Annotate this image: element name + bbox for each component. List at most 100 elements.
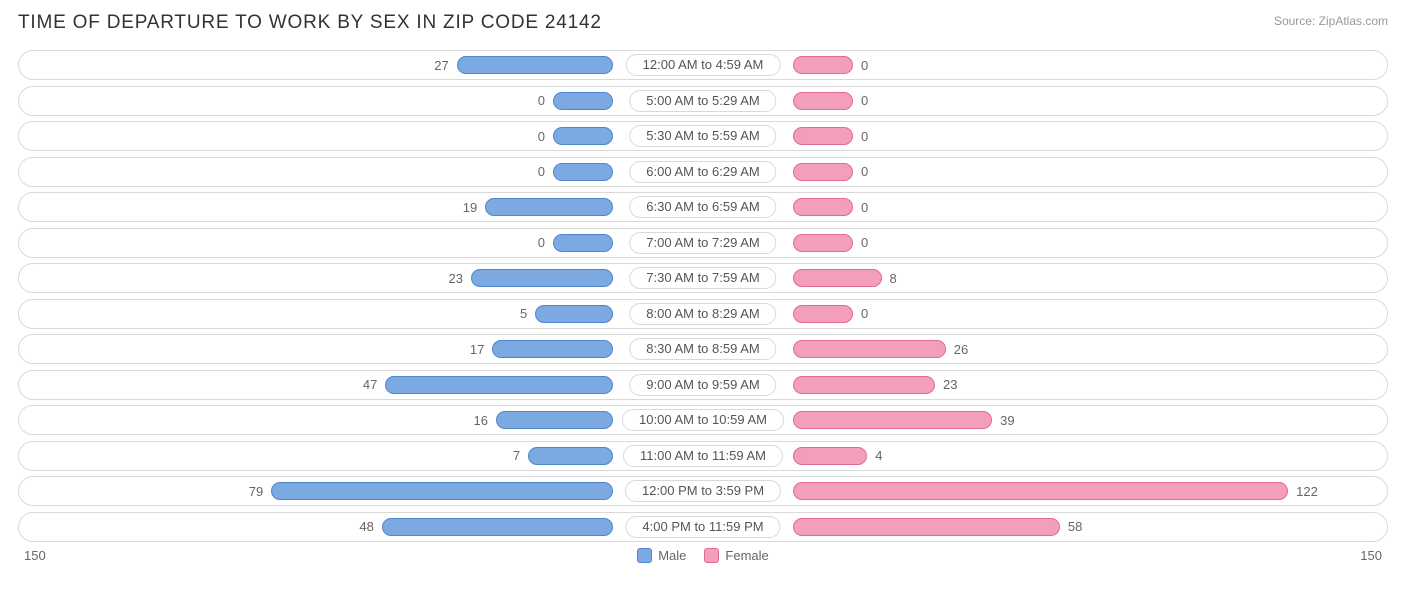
female-bar <box>793 234 853 252</box>
female-half: 122 <box>703 477 1387 505</box>
chart-row: 27 0 12:00 AM to 4:59 AM <box>18 50 1388 80</box>
chart-title: TIME OF DEPARTURE TO WORK BY SEX IN ZIP … <box>18 12 602 34</box>
chart-row: 23 8 7:30 AM to 7:59 AM <box>18 263 1388 293</box>
male-value: 17 <box>462 342 492 357</box>
female-half: 0 <box>703 229 1387 257</box>
diverging-bar-chart: 27012:00 AM to 4:59 AM005:00 AM to 5:29 … <box>18 50 1388 542</box>
chart-row: 16 3910:00 AM to 10:59 AM <box>18 405 1388 435</box>
chart-row: 7411:00 AM to 11:59 AM <box>18 441 1388 471</box>
male-value: 19 <box>455 200 485 215</box>
male-half: 5 <box>19 300 703 328</box>
category-label: 8:30 AM to 8:59 AM <box>629 338 776 360</box>
male-value: 47 <box>355 377 385 392</box>
male-bar <box>382 518 613 536</box>
male-bar <box>528 447 613 465</box>
category-label: 8:00 AM to 8:29 AM <box>629 303 776 325</box>
male-value: 5 <box>512 306 535 321</box>
male-value: 0 <box>530 129 553 144</box>
female-value: 0 <box>853 200 876 215</box>
male-half: 19 <box>19 193 703 221</box>
male-half: 79 <box>19 477 703 505</box>
male-bar <box>553 127 613 145</box>
female-half: 0 <box>703 300 1387 328</box>
chart-row: 0 0 7:00 AM to 7:29 AM <box>18 228 1388 258</box>
chart-header: TIME OF DEPARTURE TO WORK BY SEX IN ZIP … <box>18 12 1388 34</box>
female-bar <box>793 163 853 181</box>
male-bar <box>553 234 613 252</box>
male-value: 23 <box>441 271 471 286</box>
male-bar <box>385 376 613 394</box>
male-bar <box>496 411 613 429</box>
chart-row: 005:30 AM to 5:59 AM <box>18 121 1388 151</box>
male-value: 7 <box>505 448 528 463</box>
male-value: 48 <box>351 519 381 534</box>
male-value: 16 <box>465 413 495 428</box>
male-half: 16 <box>19 406 703 434</box>
male-half: 47 <box>19 371 703 399</box>
male-half: 17 <box>19 335 703 363</box>
female-half: 0 <box>703 87 1387 115</box>
female-half: 39 <box>703 406 1387 434</box>
female-bar <box>793 92 853 110</box>
male-half: 7 <box>19 442 703 470</box>
category-label: 12:00 PM to 3:59 PM <box>625 480 781 502</box>
category-label: 4:00 PM to 11:59 PM <box>625 516 780 538</box>
male-bar <box>471 269 613 287</box>
legend-swatch-female <box>704 548 719 563</box>
female-bar <box>793 447 867 465</box>
male-bar <box>271 482 613 500</box>
male-bar <box>553 92 613 110</box>
chart-row: 5 0 8:00 AM to 8:29 AM <box>18 299 1388 329</box>
category-label: 12:00 AM to 4:59 AM <box>626 54 781 76</box>
female-bar <box>793 56 853 74</box>
category-label: 6:30 AM to 6:59 AM <box>629 196 776 218</box>
male-value: 0 <box>530 93 553 108</box>
male-bar <box>492 340 613 358</box>
male-bar <box>553 163 613 181</box>
female-half: 26 <box>703 335 1387 363</box>
female-bar <box>793 269 882 287</box>
female-value: 4 <box>867 448 890 463</box>
female-value: 0 <box>853 306 876 321</box>
male-half: 27 <box>19 51 703 79</box>
female-bar <box>793 411 992 429</box>
female-value: 122 <box>1288 484 1326 499</box>
chart-row: 79 122 12:00 PM to 3:59 PM <box>18 476 1388 506</box>
female-bar <box>793 305 853 323</box>
legend-male: Male <box>637 548 686 563</box>
female-value: 0 <box>853 93 876 108</box>
chart-footer: 150 Male Female 150 <box>18 548 1388 563</box>
female-half: 0 <box>703 158 1387 186</box>
female-half: 8 <box>703 264 1387 292</box>
male-value: 0 <box>530 235 553 250</box>
female-half: 0 <box>703 193 1387 221</box>
category-label: 6:00 AM to 6:29 AM <box>629 161 776 183</box>
axis-max-right: 150 <box>1360 548 1382 563</box>
female-bar <box>793 198 853 216</box>
male-half: 0 <box>19 158 703 186</box>
legend-label-female: Female <box>725 548 768 563</box>
female-value: 8 <box>882 271 905 286</box>
chart-row: 005:00 AM to 5:29 AM <box>18 86 1388 116</box>
category-label: 10:00 AM to 10:59 AM <box>622 409 784 431</box>
female-half: 4 <box>703 442 1387 470</box>
female-value: 23 <box>935 377 965 392</box>
female-value: 0 <box>853 164 876 179</box>
male-value: 0 <box>530 164 553 179</box>
male-half: 0 <box>19 122 703 150</box>
chart-row: 19 0 6:30 AM to 6:59 AM <box>18 192 1388 222</box>
male-half: 0 <box>19 229 703 257</box>
female-value: 58 <box>1060 519 1090 534</box>
female-half: 23 <box>703 371 1387 399</box>
category-label: 7:00 AM to 7:29 AM <box>629 232 776 254</box>
female-bar <box>793 482 1288 500</box>
female-value: 0 <box>853 58 876 73</box>
female-value: 0 <box>853 129 876 144</box>
female-half: 0 <box>703 122 1387 150</box>
female-half: 58 <box>703 513 1387 541</box>
female-value: 0 <box>853 235 876 250</box>
male-half: 0 <box>19 87 703 115</box>
female-bar <box>793 340 946 358</box>
legend-label-male: Male <box>658 548 686 563</box>
category-label: 7:30 AM to 7:59 AM <box>629 267 776 289</box>
